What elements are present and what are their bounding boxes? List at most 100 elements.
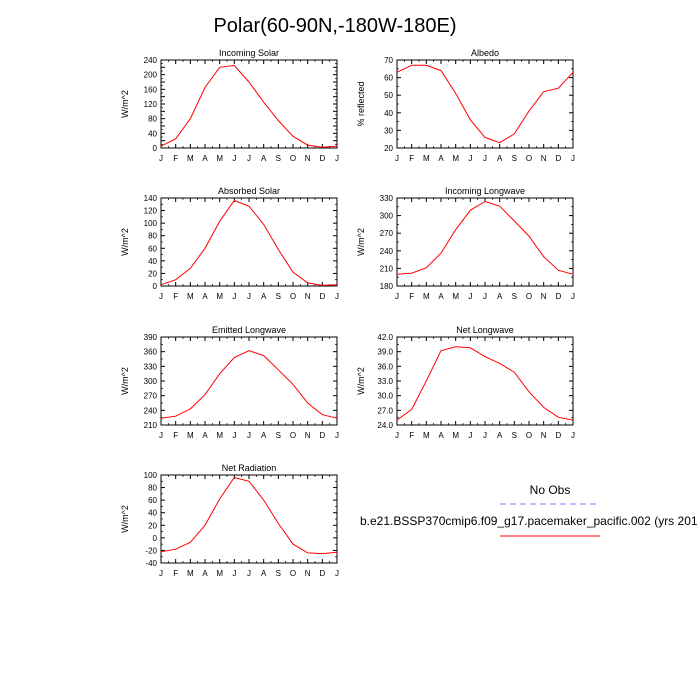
x-tick-label: F: [173, 569, 178, 578]
x-tick-label: J: [571, 431, 575, 440]
x-tick-label: S: [276, 292, 281, 301]
x-tick-label: A: [438, 431, 444, 440]
y-tick-label: 160: [144, 85, 158, 94]
panel-title: Incoming Longwave: [445, 186, 525, 196]
x-tick-label: A: [261, 431, 267, 440]
y-tick-label: 42.0: [377, 333, 393, 342]
x-tick-label: J: [232, 569, 236, 578]
x-tick-label: O: [526, 292, 532, 301]
panel-title: Net Radiation: [222, 463, 277, 473]
x-tick-label: J: [395, 431, 399, 440]
x-tick-label: S: [276, 431, 281, 440]
panel-title: Net Longwave: [456, 325, 514, 335]
x-tick-label: A: [261, 569, 267, 578]
x-tick-label: M: [216, 292, 223, 301]
y-axis-label: W/m^2: [120, 367, 130, 395]
y-tick-label: 330: [144, 362, 158, 371]
y-tick-label: 40: [148, 509, 157, 518]
y-tick-label: 20: [384, 144, 393, 153]
y-tick-label: 60: [384, 74, 393, 83]
x-tick-label: M: [452, 292, 459, 301]
x-tick-label: J: [335, 569, 339, 578]
y-tick-label: 33.0: [377, 377, 393, 386]
y-tick-label: 36.0: [377, 362, 393, 371]
y-axis-label: W/m^2: [120, 505, 130, 533]
x-tick-label: N: [305, 154, 311, 163]
x-tick-label: F: [173, 431, 178, 440]
x-tick-label: J: [483, 292, 487, 301]
x-tick-label: N: [541, 292, 547, 301]
plot-frame: [160, 474, 338, 564]
x-tick-label: D: [555, 154, 561, 163]
panel-title: Absorbed Solar: [218, 186, 280, 196]
page-title: Polar(60-90N,-180W-180E): [213, 15, 456, 37]
x-tick-label: S: [512, 431, 517, 440]
x-tick-label: J: [395, 292, 399, 301]
x-tick-label: J: [335, 431, 339, 440]
x-tick-label: J: [159, 154, 163, 163]
x-tick-label: J: [468, 431, 472, 440]
x-tick-label: M: [187, 569, 194, 578]
x-tick-label: F: [173, 154, 178, 163]
x-tick-label: F: [409, 154, 414, 163]
panel-title: Incoming Solar: [219, 48, 279, 58]
x-tick-label: J: [232, 292, 236, 301]
x-tick-label: M: [187, 431, 194, 440]
y-tick-label: 270: [144, 392, 158, 401]
x-tick-label: J: [159, 431, 163, 440]
y-tick-label: 140: [144, 194, 158, 203]
x-tick-label: O: [290, 154, 296, 163]
x-tick-label: S: [276, 154, 281, 163]
x-tick-label: D: [319, 292, 325, 301]
x-tick-label: D: [555, 292, 561, 301]
x-tick-label: D: [319, 569, 325, 578]
y-axis-label: W/m^2: [356, 367, 366, 395]
y-tick-label: 24.0: [377, 421, 393, 430]
y-tick-label: 270: [380, 229, 394, 238]
plot-frame: [396, 59, 574, 149]
plot-frame: [396, 336, 574, 426]
y-tick-label: 210: [380, 264, 394, 273]
x-tick-label: M: [423, 292, 430, 301]
y-tick-label: 330: [380, 194, 394, 203]
x-tick-label: J: [571, 292, 575, 301]
y-tick-label: 40: [148, 257, 157, 266]
y-tick-label: 30: [384, 126, 393, 135]
y-tick-label: 40: [384, 109, 393, 118]
x-tick-label: J: [159, 569, 163, 578]
x-tick-label: A: [202, 292, 208, 301]
model-series-line: [160, 476, 338, 555]
y-tick-label: 50: [384, 91, 393, 100]
x-tick-label: M: [452, 154, 459, 163]
x-tick-label: A: [497, 292, 503, 301]
x-tick-label: S: [512, 292, 517, 301]
x-tick-label: D: [555, 431, 561, 440]
y-tick-label: 80: [148, 115, 157, 124]
x-tick-label: M: [187, 154, 194, 163]
x-tick-label: J: [335, 292, 339, 301]
x-tick-label: M: [216, 154, 223, 163]
x-tick-label: J: [232, 431, 236, 440]
y-tick-label: 20: [148, 269, 157, 278]
y-tick-label: 240: [144, 56, 158, 65]
y-axis-label: W/m^2: [120, 90, 130, 118]
x-tick-label: N: [305, 569, 311, 578]
y-tick-label: 240: [144, 406, 158, 415]
y-tick-label: 180: [380, 282, 394, 291]
y-tick-label: 0: [153, 534, 158, 543]
x-tick-label: J: [468, 292, 472, 301]
plot-frame: [160, 197, 338, 287]
legend-model-label: b.e21.BSSP370cmip6.f09_g17.pacemaker_pac…: [360, 514, 698, 528]
x-tick-label: F: [409, 292, 414, 301]
x-tick-label: J: [571, 154, 575, 163]
x-tick-label: A: [497, 431, 503, 440]
y-axis-label: W/m^2: [356, 228, 366, 256]
y-tick-label: 39.0: [377, 348, 393, 357]
x-tick-label: J: [483, 154, 487, 163]
